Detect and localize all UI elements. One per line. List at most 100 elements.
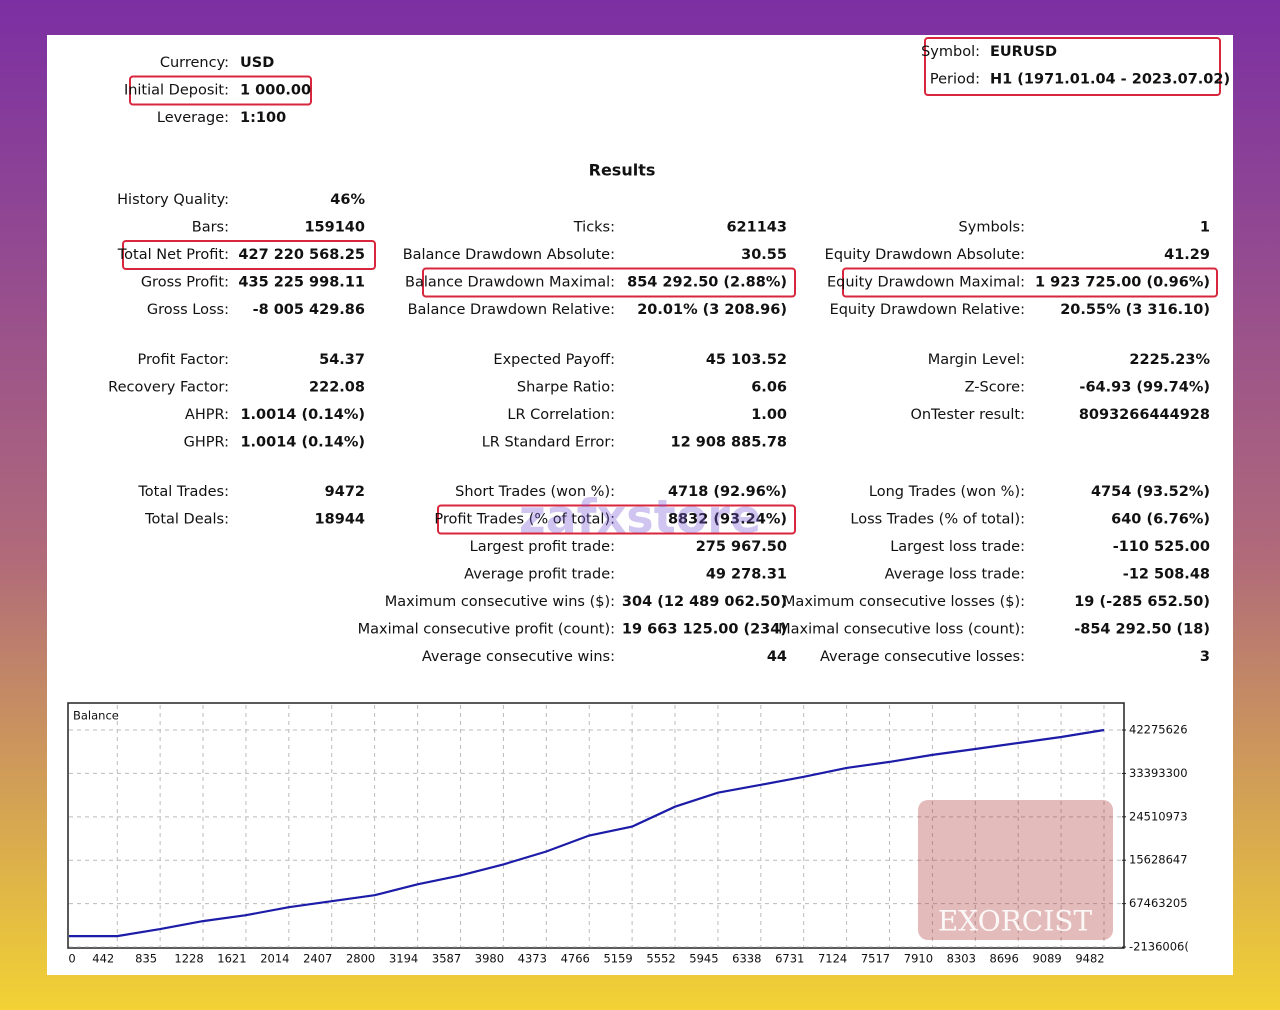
field-label: Sharpe Ratio: [517, 380, 615, 396]
x-tick-label: 3587 [432, 952, 461, 966]
field-label: LR Standard Error: [482, 435, 615, 451]
field-label: Recovery Factor: [108, 380, 229, 396]
field-label: OnTester result: [910, 407, 1025, 423]
field-value: 44 [767, 649, 787, 665]
y-tick-label: 15628647 [1129, 853, 1188, 867]
x-tick-label: 9089 [1032, 952, 1061, 966]
highlight-box [422, 267, 796, 298]
field-value: -110 525.00 [1113, 539, 1210, 555]
field-label: Largest profit trade: [470, 539, 615, 555]
watermark: zafxstore [519, 490, 761, 544]
field-label: Maximal consecutive loss (count): [778, 622, 1025, 638]
field-label: Margin Level: [928, 352, 1025, 368]
field-value: 275 967.50 [696, 539, 787, 555]
field-value: 1 923 725.00 (0.96%) [1035, 275, 1210, 291]
field-value: 41.29 [1164, 247, 1210, 263]
field-value: 4754 (93.52%) [1091, 484, 1210, 500]
field-label: Bars: [192, 220, 229, 236]
x-tick-label: 442 [92, 952, 114, 966]
field-value: 159140 [304, 220, 365, 236]
x-tick-label: 7910 [904, 952, 933, 966]
field-label: Loss Trades (% of total): [850, 512, 1025, 528]
watermark: EXORCIST [938, 905, 1093, 938]
field-value: 20.55% (3 316.10) [1060, 302, 1210, 318]
field-value: 19 (-285 652.50) [1074, 594, 1210, 610]
x-tick-label: 5159 [603, 952, 632, 966]
field-value: 12 908 885.78 [671, 435, 788, 451]
field-value: 46% [330, 192, 365, 208]
field-value: 54.37 [319, 352, 365, 368]
field-label: Maximum consecutive losses ($): [783, 594, 1025, 610]
field-value: 621143 [726, 220, 787, 236]
field-value: H1 (1971.01.04 - 2023.07.02) [990, 72, 1230, 88]
x-tick-label: 7124 [818, 952, 847, 966]
field-value: 8832 (93.24%) [668, 512, 787, 528]
field-label: Short Trades (won %): [455, 484, 615, 500]
field-label: Initial Deposit: [124, 83, 229, 99]
field-label: Symbols: [959, 220, 1025, 236]
field-label: Currency: [160, 55, 229, 71]
field-label: Gross Profit: [141, 275, 229, 291]
x-tick-label: 2014 [260, 952, 289, 966]
field-label: Period: [930, 72, 980, 88]
field-value: USD [240, 55, 274, 71]
field-value: 45 103.52 [706, 352, 787, 368]
field-label: Average profit trade: [464, 567, 615, 583]
y-tick-label: 33393300 [1129, 766, 1188, 780]
x-tick-label: 4373 [518, 952, 547, 966]
x-tick-label: 1621 [217, 952, 246, 966]
field-label: Symbol: [921, 44, 980, 60]
field-value: -8 005 429.86 [253, 302, 365, 318]
field-value: 1.00 [751, 407, 787, 423]
field-value: 8093266444928 [1079, 407, 1210, 423]
y-tick-label: 24510973 [1129, 809, 1188, 823]
highlight-box [842, 267, 1218, 298]
field-value: 3 [1200, 649, 1210, 665]
x-tick-label: 835 [135, 952, 157, 966]
chart-frame [67, 702, 1125, 949]
field-label: Profit Factor: [138, 352, 229, 368]
field-label: Balance Drawdown Relative: [408, 302, 615, 318]
x-tick-label: 8303 [947, 952, 976, 966]
field-label: GHPR: [184, 435, 229, 451]
field-label: Equity Drawdown Maximal: [827, 275, 1025, 291]
field-label: Leverage: [157, 110, 229, 126]
x-tick-label: 3980 [475, 952, 504, 966]
field-value: 4718 (92.96%) [668, 484, 787, 500]
field-label: Total Trades: [137, 484, 229, 500]
field-value: 2225.23% [1129, 352, 1210, 368]
field-label: Total Net Profit: [117, 247, 229, 263]
highlight-box [437, 504, 796, 535]
x-tick-label: 6731 [775, 952, 804, 966]
field-label: LR Correlation: [507, 407, 615, 423]
x-tick-label: 7517 [861, 952, 890, 966]
field-label: Equity Drawdown Relative: [830, 302, 1025, 318]
field-value: 49 278.31 [706, 567, 787, 583]
field-label: Average consecutive losses: [820, 649, 1025, 665]
highlight-box [122, 240, 376, 270]
field-label: Gross Loss: [147, 302, 229, 318]
y-tick-label: 42275626 [1129, 723, 1188, 737]
field-value: -854 292.50 (18) [1074, 622, 1210, 638]
field-label: Largest loss trade: [890, 539, 1025, 555]
x-tick-label: 5945 [689, 952, 718, 966]
field-label: Maximal consecutive profit (count): [358, 622, 615, 638]
field-label: Average consecutive wins: [422, 649, 615, 665]
x-tick-label: 2407 [303, 952, 332, 966]
field-value: 640 (6.76%) [1111, 512, 1210, 528]
chart-title: Balance [73, 709, 119, 723]
field-value: 30.55 [741, 247, 787, 263]
field-label: Ticks: [573, 220, 615, 236]
field-value: 1:100 [240, 110, 286, 126]
watermark-badge [918, 800, 1113, 940]
field-label: Long Trades (won %): [869, 484, 1025, 500]
field-label: AHPR: [185, 407, 229, 423]
field-value: 19 663 125.00 (234) [622, 622, 787, 638]
field-value: 20.01% (3 208.96) [637, 302, 787, 318]
field-value: 427 220 568.25 [238, 247, 365, 263]
field-value: 18944 [315, 512, 365, 528]
field-value: 1.0014 (0.14%) [240, 407, 365, 423]
y-tick-label: -2136006( [1129, 940, 1189, 954]
field-value: 1.0014 (0.14%) [240, 435, 365, 451]
field-value: 6.06 [751, 380, 787, 396]
